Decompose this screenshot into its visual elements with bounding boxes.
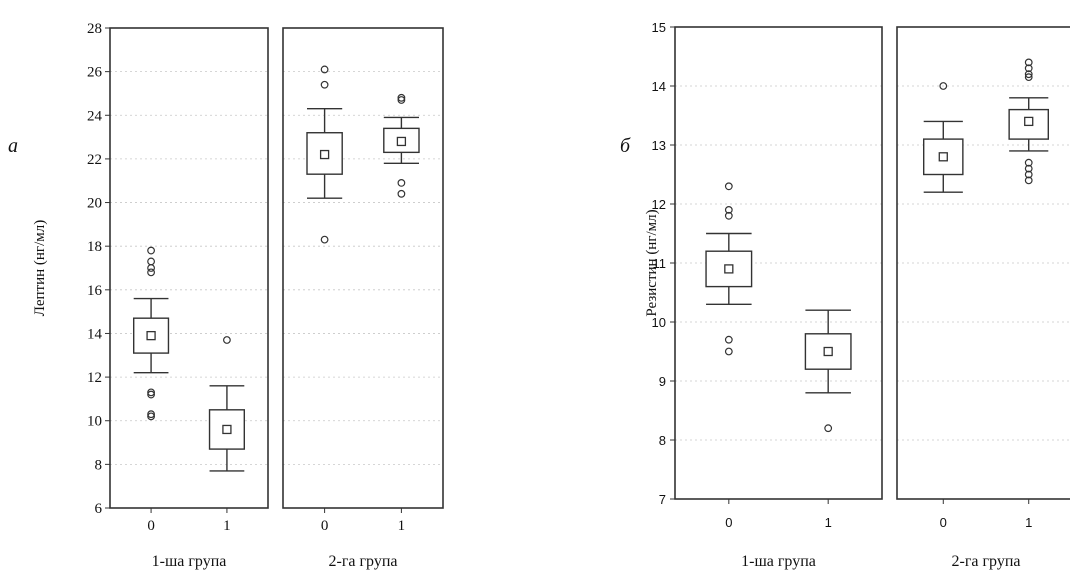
y-tick-label-a: 10 [87, 414, 102, 430]
x-tick-label-b: 1 [825, 515, 832, 530]
y-tick-label-a: 16 [87, 283, 103, 299]
panel-frame-a-2 [282, 27, 444, 509]
outlier-point [397, 179, 406, 187]
y-tick-label-b: 13 [652, 138, 666, 153]
outlier-point [147, 257, 155, 266]
outlier-point [397, 189, 406, 198]
y-tick-label-a: 28 [87, 21, 102, 37]
outlier-point [147, 246, 155, 255]
outlier-point [147, 388, 155, 397]
y-axis-label-a: Лептин (нг/мл) [32, 220, 48, 316]
panel-frame-b-1 [674, 26, 883, 500]
outlier-point [724, 335, 733, 344]
y-tick-label-a: 12 [87, 370, 102, 386]
outlier-point [320, 235, 329, 244]
median-marker [724, 264, 734, 274]
median-marker [319, 149, 330, 160]
y-tick-label-a: 14 [87, 326, 103, 342]
median-marker [396, 136, 407, 147]
y-tick-label-b: 14 [652, 79, 666, 94]
panel-frame-b-2 [896, 26, 1070, 500]
y-tick-label-b: 7 [659, 492, 666, 507]
y-tick-label-b: 9 [659, 374, 666, 389]
panel-letter-b: б [620, 135, 631, 157]
iqr-box [208, 409, 245, 450]
y-tick-label-a: 6 [95, 501, 103, 517]
group-label-b-2: 2-га група [951, 553, 1020, 570]
outlier-point [1024, 70, 1033, 79]
outlier-point [223, 336, 231, 344]
outlier-point [939, 82, 948, 90]
group-label-a-1: 1-ша група [152, 553, 227, 570]
x-tick-label-b: 0 [725, 515, 732, 530]
median-marker [222, 424, 232, 435]
y-axis-label-b: Резистин (нг/мл) [644, 209, 660, 316]
outlier-point [1024, 158, 1033, 167]
outlier-point [397, 93, 406, 102]
outlier-point [1024, 58, 1033, 67]
outlier-point [147, 390, 155, 399]
median-marker [146, 330, 156, 341]
outlier-point [724, 211, 733, 220]
outlier-point [147, 412, 155, 421]
outlier-point [147, 410, 155, 419]
y-tick-label-a: 18 [87, 239, 102, 255]
outlier-point [1024, 176, 1033, 185]
outlier-point [724, 347, 733, 356]
outlier-point [1024, 64, 1033, 73]
group-label-b-1: 1-ша група [741, 553, 816, 570]
x-tick-label-a: 1 [223, 518, 231, 534]
y-tick-label-a: 24 [87, 108, 103, 124]
y-tick-label-b: 15 [652, 20, 666, 35]
iqr-box [1008, 108, 1050, 140]
outlier-point [397, 96, 406, 104]
outlier-point [724, 182, 733, 191]
outlier-point [1024, 170, 1033, 179]
y-tick-label-b: 12 [652, 197, 666, 212]
median-marker [938, 152, 948, 162]
y-tick-label-a: 22 [87, 152, 102, 168]
panel-letter-a: а [8, 135, 18, 157]
median-marker [1024, 116, 1034, 127]
y-tick-label-b: 8 [659, 433, 666, 448]
outlier-point [147, 268, 155, 277]
x-tick-label-a: 0 [147, 518, 155, 534]
median-marker [823, 346, 833, 357]
outlier-point [824, 424, 833, 433]
outlier-point [724, 205, 733, 214]
iqr-box [306, 132, 343, 175]
y-tick-label-b: 11 [653, 256, 667, 271]
outlier-point [320, 65, 329, 74]
y-tick-label-a: 26 [87, 65, 103, 81]
y-tick-label-a: 8 [95, 457, 103, 473]
panel-frame-a-1 [109, 27, 269, 509]
x-tick-label-a: 1 [398, 518, 406, 534]
group-label-a-2: 2-га група [328, 553, 397, 570]
outlier-point [1024, 73, 1033, 82]
outlier-point [1024, 164, 1033, 173]
x-tick-label-a: 0 [321, 518, 329, 534]
outlier-point [147, 264, 155, 272]
x-tick-label-b: 0 [940, 515, 947, 530]
y-tick-label-b: 10 [652, 315, 666, 330]
y-tick-label-a: 20 [87, 196, 102, 212]
x-tick-label-b: 1 [1025, 515, 1032, 530]
outlier-point [320, 80, 329, 89]
